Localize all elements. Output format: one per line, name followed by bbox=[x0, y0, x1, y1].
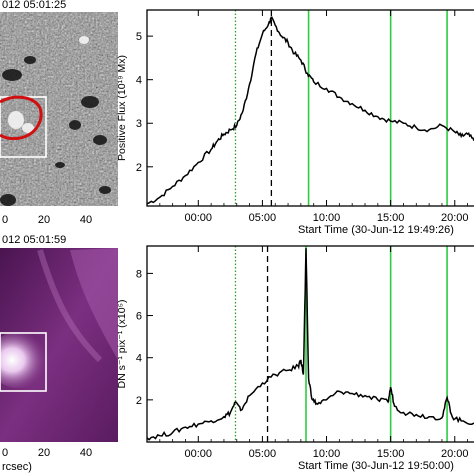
euv-x-tick: 0 bbox=[2, 447, 8, 459]
euv-y-tick-label: 2 bbox=[136, 395, 142, 407]
euv-x-tick-label: 20:00 bbox=[441, 448, 469, 460]
euv-panel: 012 05:01:59 0 20 40 rcsec) bbox=[0, 234, 118, 473]
flux-x-axis-label: Start Time (30-Jun-12 19:49:26) bbox=[298, 224, 454, 236]
flux-y-tick-label: 5 bbox=[136, 31, 142, 43]
flux-y-tick-label: 3 bbox=[136, 118, 142, 130]
euv-intensity-chart: 00:00 05:00 10:00 15:00 20:00 2 4 6 8 Start Time … bbox=[116, 245, 474, 472]
euv-y-tick-label: 4 bbox=[136, 353, 142, 365]
euv-x-ticks: 0 20 40 bbox=[2, 447, 92, 459]
euv-title: 012 05:01:59 bbox=[2, 234, 66, 246]
magnetogram-dark-patches bbox=[0, 56, 111, 206]
magnetogram-title: 012 05:01:25 bbox=[2, 0, 66, 11]
flux-x-tick-label: 20:00 bbox=[441, 212, 469, 224]
euv-x-tick: 20 bbox=[38, 447, 50, 459]
euv-x-axis-label: Start Time (30-Jun-12 19:50:00) bbox=[298, 460, 454, 472]
euv-x-tick-label: 05:00 bbox=[249, 448, 277, 460]
magnetogram-x-tick: 0 bbox=[2, 214, 8, 226]
magnetogram-bright-patches bbox=[8, 36, 89, 133]
flux-x-tick-label: 05:00 bbox=[249, 212, 277, 224]
positive-flux-chart: 00:00 05:00 10:00 15:00 20:00 2 3 4 5 Start Time … bbox=[116, 9, 474, 236]
euv-flare-brightening bbox=[0, 332, 48, 388]
euv-series-line bbox=[146, 248, 474, 441]
euv-y-axis-label: DN s⁻¹ pix⁻¹ (x10⁵) bbox=[116, 300, 128, 389]
euv-y-tick-label: 8 bbox=[136, 268, 142, 280]
flux-y-axis-label: Positive Flux (10¹⁹ Mx) bbox=[116, 55, 128, 161]
magnetogram-texture bbox=[0, 12, 118, 206]
euv-y-tick-label: 6 bbox=[136, 311, 142, 323]
flux-y-tick-label: 4 bbox=[136, 75, 142, 87]
euv-loop-arc bbox=[37, 249, 103, 363]
magnetogram-x-tick: 20 bbox=[38, 214, 50, 226]
euv-x-tick: 40 bbox=[80, 447, 92, 459]
magnetogram-panel: 012 05:01:25 0 20 40 bbox=[0, 0, 118, 226]
flux-y-tick-label: 2 bbox=[136, 162, 142, 174]
euv-x-tick-label: 15:00 bbox=[377, 448, 405, 460]
flux-x-tick-label: 15:00 bbox=[377, 212, 405, 224]
region-contour bbox=[0, 95, 43, 141]
euv-x-label: rcsec) bbox=[2, 461, 32, 473]
euv-x-tick-label: 10:00 bbox=[313, 448, 341, 460]
euv-loop-structure bbox=[70, 248, 118, 360]
flux-axes-box bbox=[146, 9, 474, 207]
euv-region-box bbox=[0, 332, 47, 392]
flux-x-tick-label: 00:00 bbox=[185, 212, 213, 224]
flux-x-tick-label: 10:00 bbox=[313, 212, 341, 224]
magnetogram-x-ticks: 0 20 40 bbox=[2, 214, 92, 226]
euv-axes-box bbox=[146, 245, 474, 443]
flux-series-line bbox=[146, 15, 474, 205]
euv-x-tick-label: 00:00 bbox=[185, 448, 213, 460]
magnetogram-x-tick: 40 bbox=[80, 214, 92, 226]
